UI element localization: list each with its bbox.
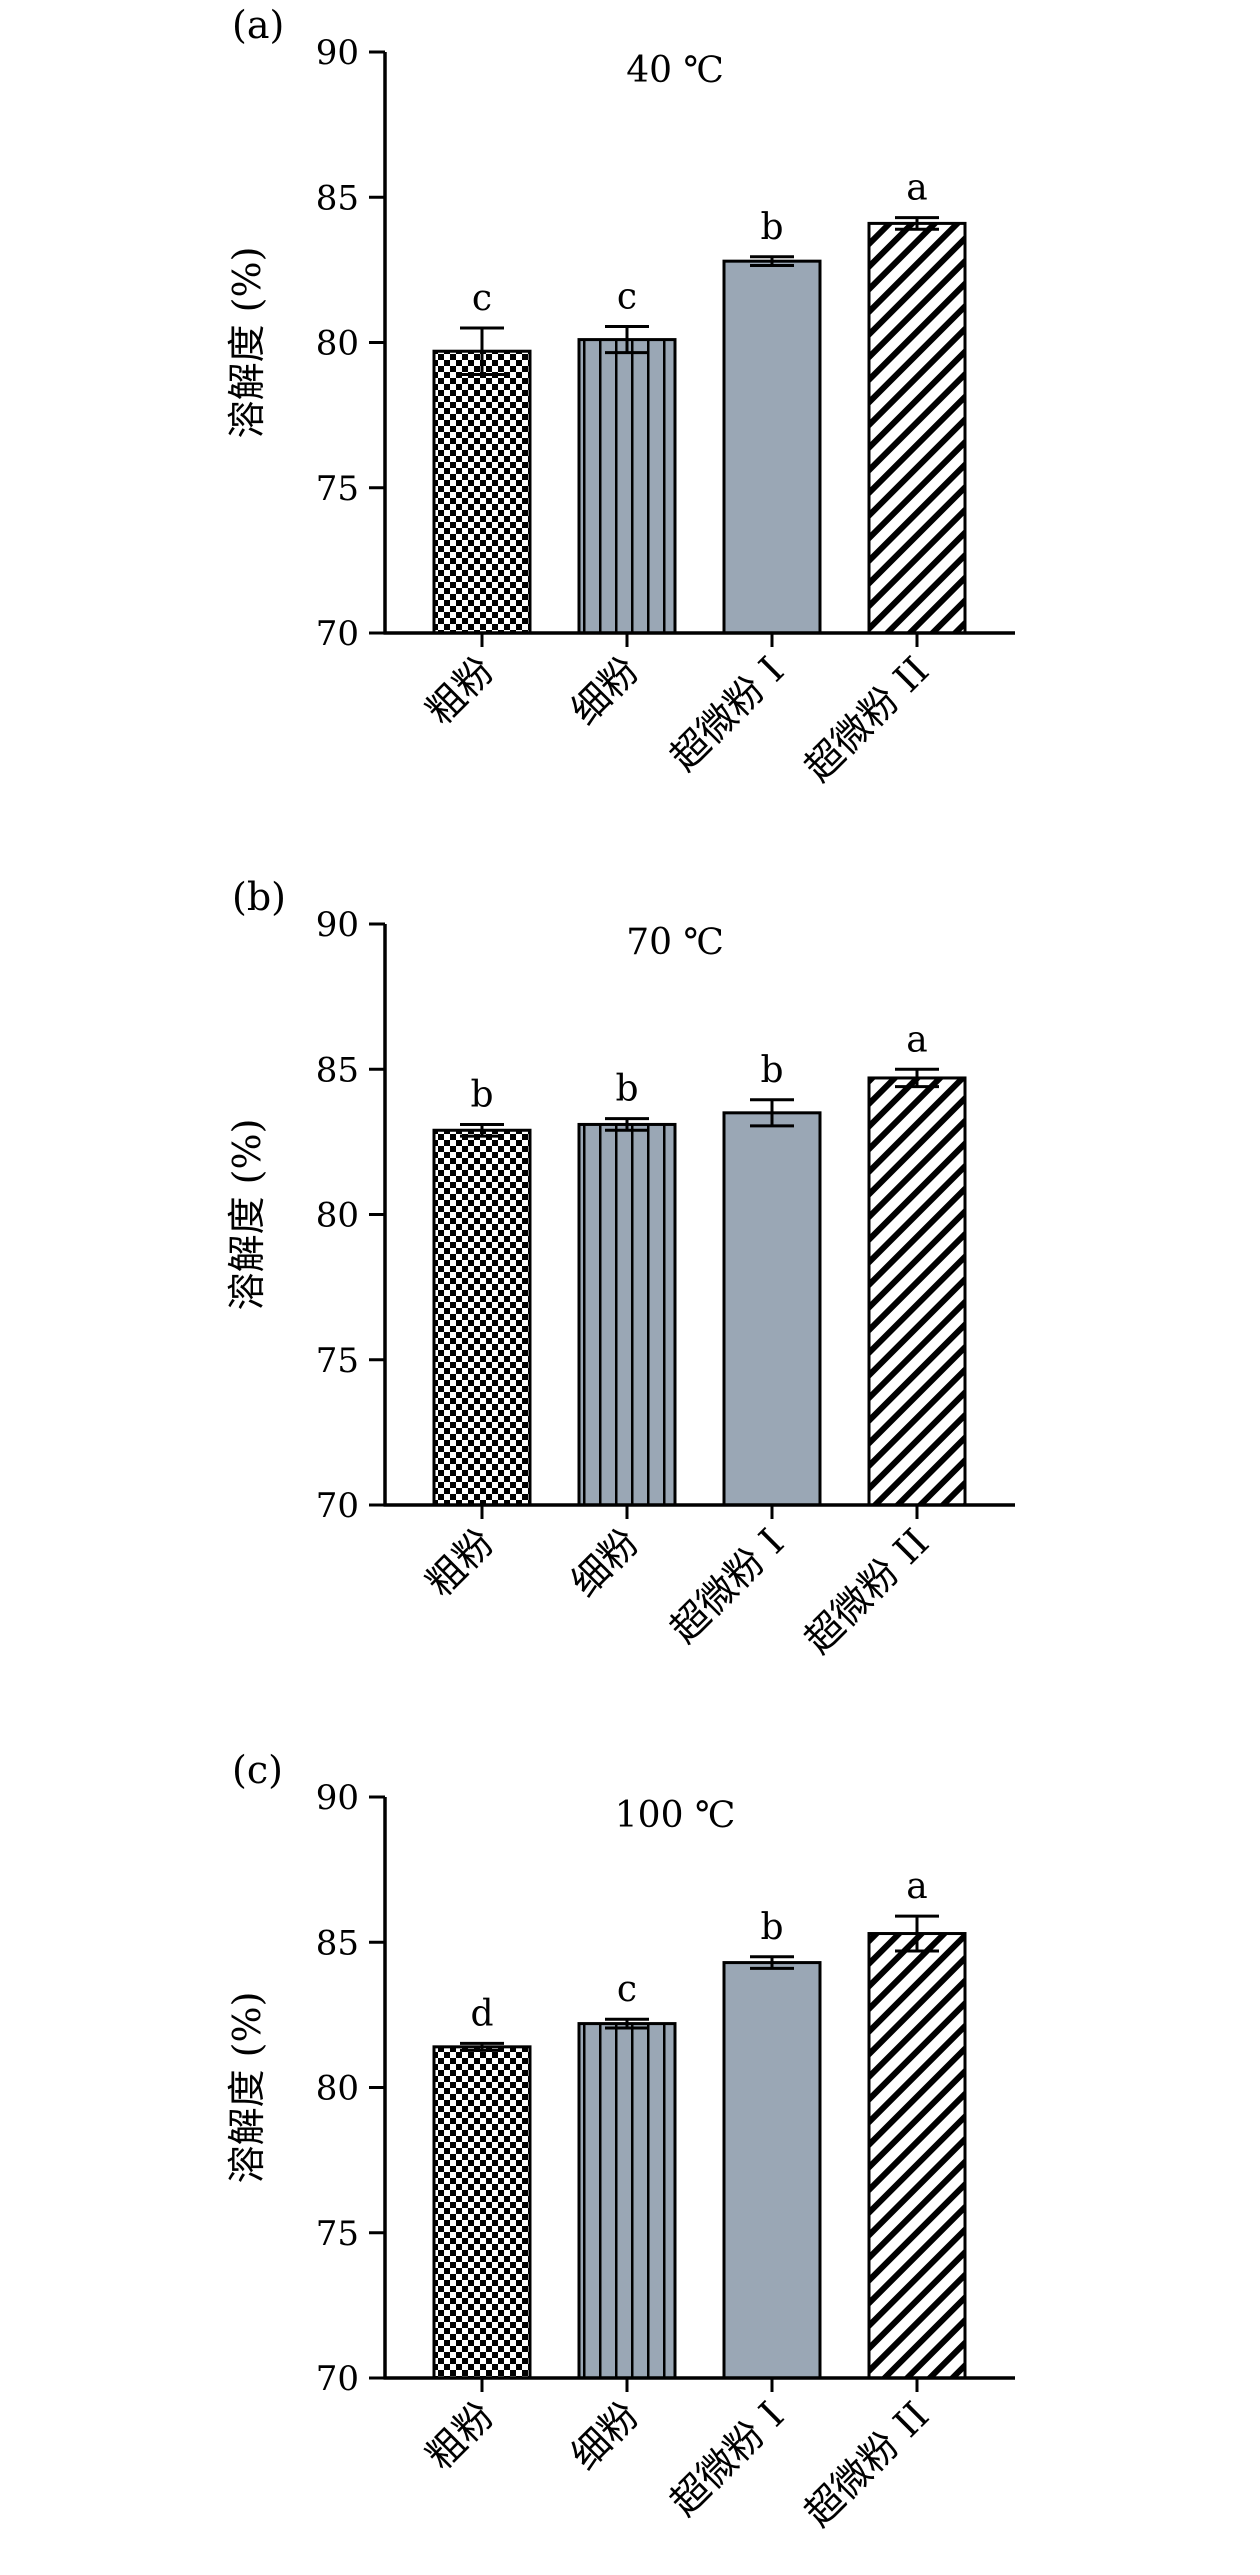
y-tick-label-1: 70: [316, 1486, 359, 1526]
x-tick-label-3: 超微粉 I: [661, 1520, 792, 1651]
y-tick-label-1: 70: [316, 2359, 359, 2399]
panel-label: (c): [232, 1748, 283, 1792]
chart-title: 70 ℃: [626, 922, 724, 963]
x-tick-label-3: 超微粉 I: [661, 2393, 792, 2524]
significance-label-2: b: [615, 1069, 638, 1110]
significance-label-3: b: [760, 207, 783, 248]
bar-1: [432, 349, 532, 635]
bar-1: [432, 1128, 532, 1507]
y-tick-label-3: 80: [316, 324, 359, 364]
bar-2: [577, 2022, 677, 2380]
x-tick-label-2: 细粉: [563, 2393, 648, 2478]
y-tick-label-4: 85: [316, 1923, 359, 1963]
significance-label-3: b: [760, 1050, 783, 1091]
significance-label-1: d: [470, 1993, 493, 2034]
chart-panel-3: (c) 100 ℃ 溶解度 (%) d 粗粉 c 细粉 b 超微粉 I a 超微粉 II 70 75 80…: [225, 1748, 1015, 2535]
y-tick-label-4: 85: [316, 1050, 359, 1090]
x-tick-label-4: 超微粉 II: [796, 2393, 937, 2534]
significance-label-2: c: [617, 1969, 637, 2010]
y-tick-label-2: 75: [316, 469, 359, 509]
y-tick-label-3: 80: [316, 1196, 359, 1236]
y-axis-label: 溶解度 (%): [225, 1119, 269, 1311]
x-tick-label-1: 粗粉: [418, 1520, 503, 1605]
x-tick-label-4: 超微粉 II: [796, 648, 937, 789]
bar-3: [722, 1961, 822, 2380]
bar-3: [722, 259, 822, 635]
x-tick-label-1: 粗粉: [418, 648, 503, 733]
chart-title: 100 ℃: [615, 1795, 735, 1836]
bar-4: [867, 1076, 967, 1507]
y-tick-label-4: 85: [316, 178, 359, 218]
chart-title: 40 ℃: [626, 50, 724, 91]
x-tick-label-3: 超微粉 I: [661, 648, 792, 779]
bar-3: [722, 1111, 822, 1507]
significance-label-4: a: [906, 168, 927, 209]
panel-label: (b): [232, 875, 286, 919]
significance-label-2: c: [617, 277, 637, 318]
y-tick-label-5: 90: [316, 905, 359, 945]
y-axis-label: 溶解度 (%): [225, 1992, 269, 2184]
bar-1: [432, 2045, 532, 2380]
y-tick-label-3: 80: [316, 2069, 359, 2109]
y-axis-label: 溶解度 (%): [225, 247, 269, 439]
significance-label-4: a: [906, 1019, 927, 1060]
bar-4: [867, 221, 967, 635]
x-tick-label-2: 细粉: [563, 648, 648, 733]
y-tick-label-5: 90: [316, 33, 359, 73]
x-tick-label-4: 超微粉 II: [796, 1520, 937, 1661]
significance-label-1: c: [472, 278, 492, 319]
bar-2: [577, 338, 677, 635]
chart-panel-2: (b) 70 ℃ 溶解度 (%) b 粗粉 b 细粉 b 超微粉 I a 超微粉 II 70 75 80 8…: [225, 875, 1015, 1662]
y-tick-label-2: 75: [316, 1341, 359, 1381]
significance-label-1: b: [470, 1074, 493, 1115]
bar-4: [867, 1932, 967, 2380]
y-tick-label-2: 75: [316, 2214, 359, 2254]
y-tick-label-5: 90: [316, 1778, 359, 1818]
bar-2: [577, 1122, 677, 1507]
chart-panel-1: (a) 40 ℃ 溶解度 (%) c 粗粉 c 细粉 b 超微粉 I a 超微粉 II 70 75 80 8…: [225, 3, 1015, 790]
y-tick-label-1: 70: [316, 614, 359, 654]
significance-label-4: a: [906, 1866, 927, 1907]
x-tick-label-2: 细粉: [563, 1520, 648, 1605]
panel-label: (a): [232, 3, 284, 47]
significance-label-3: b: [760, 1907, 783, 1948]
x-tick-label-1: 粗粉: [418, 2393, 503, 2478]
